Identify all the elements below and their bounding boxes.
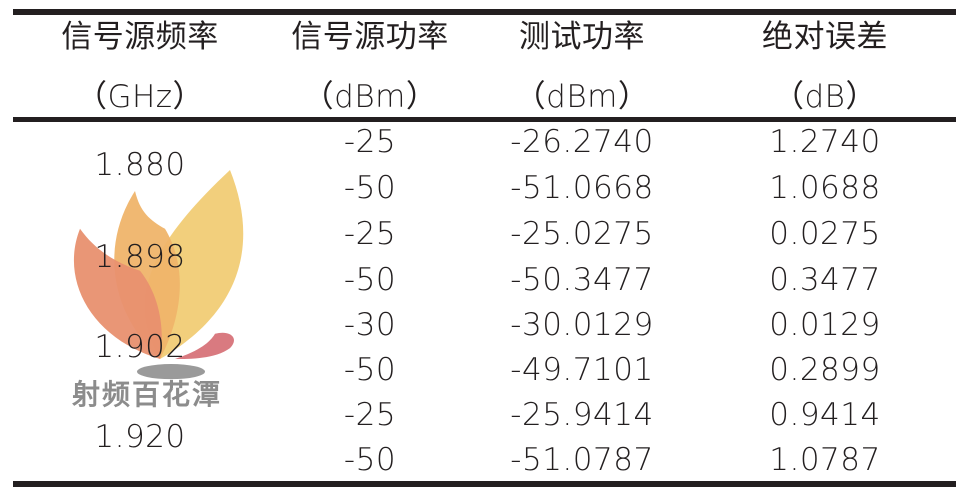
header-unit: （GHz） [75,79,205,116]
watermark-text: 射频百花潭 [72,378,223,411]
header-name: 测试功率 [519,19,645,56]
measured-power-cell: -26.2740 [510,124,654,161]
watermark-stone [137,364,205,380]
measured-power-cell: -49.7101 [510,352,654,389]
abs-error-cell: 1.0688 [769,170,881,207]
frequency-cell: 1.902 [94,329,186,366]
header-name: 信号源功率 [291,19,449,56]
measured-power-cell: -25.9414 [510,397,654,434]
abs-error-cell: 0.9414 [769,397,881,434]
frequency-cell: 1.880 [94,147,186,184]
measured-power-cell: -30.0129 [510,307,654,344]
watermark-petal-left [73,228,162,359]
header-unit: （dBm） [514,79,650,116]
frequency-cell: 1.898 [94,239,186,276]
source-power-cell: -50 [343,170,397,207]
measured-power-cell: -50.3477 [510,262,654,299]
frequency-cell: 1.920 [94,419,186,456]
source-power-cell: -30 [343,307,397,344]
abs-error-cell: 0.3477 [769,262,881,299]
bottom-rule [13,481,956,487]
source-power-cell: -25 [343,124,397,161]
abs-error-cell: 1.2740 [769,124,881,161]
top-rule [13,9,956,15]
source-power-cell: -50 [343,262,397,299]
source-power-cell: -25 [343,397,397,434]
header-name: 绝对误差 [762,19,888,56]
abs-error-cell: 1.0787 [769,442,881,479]
measured-power-cell: -51.0787 [510,442,654,479]
measured-power-cell: -51.0668 [510,170,654,207]
source-power-cell: -50 [343,352,397,389]
source-power-cell: -25 [343,216,397,253]
source-power-cell: -50 [343,442,397,479]
abs-error-cell: 0.0129 [769,307,881,344]
abs-error-cell: 0.2899 [769,352,881,389]
watermark-drop [175,332,235,359]
header-unit: （dB） [773,79,877,116]
header-rule [13,117,956,122]
header-name: 信号源频率 [61,19,219,56]
abs-error-cell: 0.0275 [769,216,881,253]
watermark-logo [73,170,244,380]
measured-power-cell: -25.0275 [510,216,654,253]
header-unit: （dBm） [302,79,438,116]
